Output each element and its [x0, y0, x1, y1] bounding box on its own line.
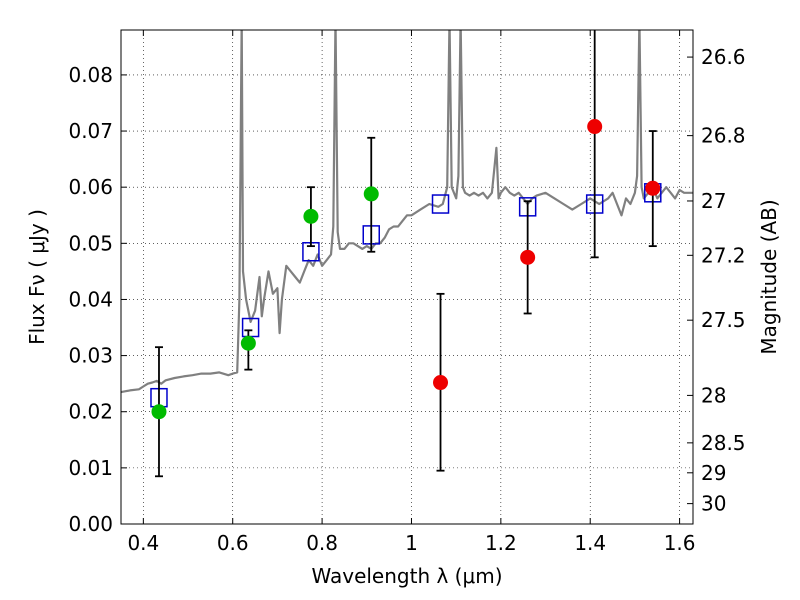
x-tick-label: 1.2 [485, 531, 517, 555]
y-tick-label: 0.02 [68, 400, 113, 424]
y2-tick-label: 27 [701, 189, 726, 213]
y-tick-label: 0.05 [68, 231, 113, 255]
plot-frame [120, 29, 694, 525]
y2-tick-label: 27.2 [701, 243, 746, 267]
y-tick-label: 0.06 [68, 175, 113, 199]
photometry-point [240, 335, 256, 351]
y-tick-label: 0.08 [68, 63, 113, 87]
y2-tick-label: 26.6 [701, 45, 746, 69]
y2-tick-label: 29 [701, 461, 726, 485]
y-tick-label: 0.01 [68, 456, 113, 480]
x-tick-label: 1.6 [664, 531, 696, 555]
y2-tick-label: 30 [701, 492, 726, 516]
y-tick-label: 0.07 [68, 119, 113, 143]
model-square-marker [431, 194, 450, 214]
y2-tick-label: 27.5 [701, 308, 746, 332]
photometry-point [303, 208, 319, 224]
photometry-point [151, 404, 167, 420]
x-tick-label: 0.4 [127, 531, 159, 555]
y2-tick-label: 26.8 [701, 124, 746, 148]
axis-ticks: 0.4 0.6 0.8 1 1.2 1.4 1.6 0.00 0.01 0.02 0.03 0.04 0… [68, 30, 746, 555]
grid-lines [121, 30, 693, 525]
y-tick-label: 0.03 [68, 344, 113, 368]
y2-tick-label: 28 [701, 383, 726, 407]
y-tick-label: 0.00 [68, 512, 113, 536]
y2-axis-title: Magnitude (AB) [757, 199, 781, 354]
x-tick-label: 1.4 [574, 531, 606, 555]
y2-tick-label: 28.5 [701, 431, 746, 455]
x-tick-label: 1 [405, 531, 418, 555]
x-axis-title: Wavelength λ (μm) [311, 564, 502, 588]
photometry-point [363, 186, 379, 202]
photometry-point [645, 180, 661, 196]
spectrum-line [121, 30, 693, 394]
y-tick-label: 0.04 [68, 287, 113, 311]
plot-data [121, 30, 693, 478]
x-tick-label: 0.6 [217, 531, 249, 555]
photometry-point [587, 119, 603, 135]
photometry-point [520, 249, 536, 265]
x-tick-label: 0.8 [306, 531, 338, 555]
photometry-point [433, 375, 449, 391]
y-axis-title: Flux Fν ( μJy ) [25, 209, 49, 345]
